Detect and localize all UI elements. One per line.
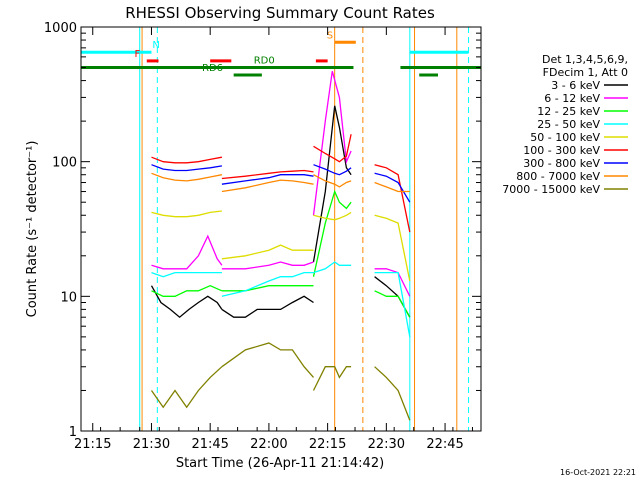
series-8-segment-0 (150, 366, 223, 409)
series-1-segment-1 (221, 261, 314, 270)
series-7-segment-0 (151, 172, 223, 182)
x-tick-label-4: 22:15 (309, 437, 346, 452)
series-3-segment-2 (313, 261, 352, 274)
legend-entry-8: 7000 - 15000 keV (502, 183, 600, 196)
series-5-segment-2 (313, 134, 352, 163)
y-tick-label-1: 10 (60, 290, 77, 305)
x-axis-label: Start Time (26-Apr-11 21:14:42) (176, 456, 384, 471)
chart-title: RHESSI Observing Summary Count Rates (125, 4, 435, 22)
series-7-segment-3 (374, 181, 410, 193)
series-lines (150, 71, 411, 421)
series-2-segment-1 (221, 285, 314, 292)
series-1-segment-3 (374, 268, 411, 297)
legend-header-0: Det 1,3,4,5,6,9, (542, 53, 628, 66)
series-7-segment-2 (313, 174, 352, 188)
series-0-segment-2 (312, 105, 352, 263)
x-tick-label-5: 22:30 (368, 437, 405, 452)
series-4-segment-0 (151, 210, 222, 218)
vertical-markers (80, 27, 470, 431)
series-2-segment-0 (151, 284, 223, 297)
series-5-segment-3 (374, 164, 411, 233)
series-7-segment-1 (221, 179, 314, 193)
flag-label-4: S (327, 30, 333, 41)
legend-header-1: FDecim 1, Att 0 (543, 66, 628, 79)
series-5-segment-1 (221, 169, 314, 180)
legend-entry-4: 50 - 100 keV (530, 131, 600, 144)
timestamp-stamp: 16-Oct-2021 22:21 (560, 468, 636, 477)
legend: Det 1,3,4,5,6,9,FDecim 1, Att 03 - 6 keV… (502, 53, 628, 196)
series-6-segment-3 (374, 172, 411, 203)
series-8-segment-1 (221, 342, 314, 378)
legend-entry-2: 12 - 25 keV (537, 105, 600, 118)
series-1-segment-0 (151, 234, 223, 270)
y-tick-label-0: 1 (69, 425, 77, 440)
series-0-segment-0 (150, 285, 223, 319)
series-1-segment-2 (312, 71, 352, 216)
series-0-segment-1 (221, 295, 314, 318)
legend-entry-1: 6 - 12 keV (544, 92, 600, 105)
series-2-segment-2 (312, 189, 352, 277)
series-6-segment-2 (313, 164, 352, 176)
series-4-segment-1 (221, 244, 314, 260)
series-6-segment-1 (221, 174, 314, 185)
flag-label-3: RD6 (202, 63, 223, 74)
x-tick-label-0: 21:15 (74, 437, 111, 452)
series-3-segment-3 (374, 271, 411, 338)
flag-label-0: N (152, 40, 159, 51)
x-tick-label-6: 22:45 (426, 437, 463, 452)
legend-entry-0: 3 - 6 keV (551, 79, 600, 92)
series-2-segment-3 (374, 290, 411, 318)
series-4-segment-2 (313, 211, 352, 221)
status-flags: N F RD0 RD6 S (81, 30, 481, 77)
flag-label-1: F (134, 49, 140, 60)
series-5-segment-0 (151, 156, 223, 164)
series-4-segment-3 (374, 214, 411, 282)
flag-label-2: RD0 (254, 56, 275, 67)
plot-frame (80, 26, 482, 432)
y-axis-label: Count Rate (s⁻¹ detector⁻¹) (25, 141, 40, 318)
series-3-segment-1 (221, 271, 314, 297)
x-axis: 21:15 21:30 21:45 22:00 22:15 22:30 22:45 (74, 27, 473, 452)
x-tick-label-2: 21:45 (191, 437, 228, 452)
series-6-segment-0 (151, 164, 223, 172)
series-3-segment-0 (151, 271, 222, 278)
legend-entry-6: 300 - 800 keV (523, 157, 600, 170)
y-tick-label-3: 1000 (44, 21, 77, 36)
x-tick-label-1: 21:30 (133, 437, 170, 452)
legend-entry-7: 800 - 7000 keV (516, 170, 600, 183)
y-axis: 1 10 100 1000 (44, 21, 481, 440)
series-8-segment-3 (374, 366, 411, 421)
legend-entry-5: 100 - 300 keV (523, 144, 600, 157)
y-tick-label-2: 100 (52, 156, 77, 171)
x-tick-label-3: 22:00 (250, 437, 287, 452)
legend-entry-3: 25 - 50 keV (537, 118, 600, 131)
series-8-segment-2 (312, 366, 352, 391)
